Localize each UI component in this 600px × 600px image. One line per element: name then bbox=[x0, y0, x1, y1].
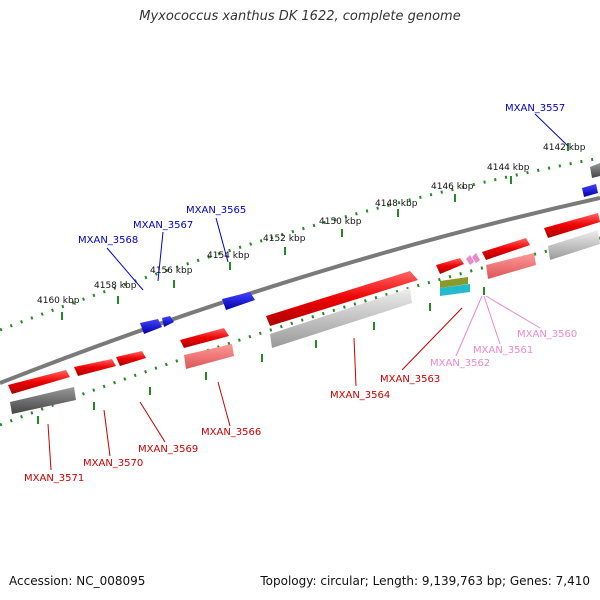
gene-mxan-3561[interactable] bbox=[472, 253, 480, 263]
gene-mxan-3571[interactable] bbox=[8, 370, 70, 394]
feature-bar-grey bbox=[270, 288, 412, 348]
gene-label: MXAN_3568 bbox=[78, 235, 138, 246]
gene-label: MXAN_3571 bbox=[24, 473, 84, 484]
feature-bar-olive bbox=[440, 277, 468, 288]
gene-mxan-3568[interactable] bbox=[140, 319, 162, 334]
gene-label: MXAN_3560 bbox=[517, 329, 577, 340]
gene-mxan-3567[interactable] bbox=[162, 316, 174, 327]
genome-backbone bbox=[0, 196, 600, 385]
gene-label: MXAN_3569 bbox=[138, 444, 198, 455]
gene-label: MXAN_3561 bbox=[473, 345, 533, 356]
gene-label: MXAN_3570 bbox=[83, 458, 143, 469]
gene-mxan-3569[interactable] bbox=[116, 351, 146, 366]
gene-label: MXAN_3562 bbox=[430, 358, 490, 369]
forward-strand-genes bbox=[8, 213, 600, 394]
reverse-strand-genes bbox=[140, 163, 600, 334]
figure-title: Myxococcus xanthus DK 1622, complete gen… bbox=[139, 9, 461, 24]
scale-label: 4144 kbp bbox=[487, 163, 530, 173]
scale-label: 4150 kbp bbox=[319, 217, 362, 227]
gene-dark-top[interactable] bbox=[590, 163, 600, 178]
feature-bars bbox=[10, 230, 600, 414]
gene-label: MXAN_3563 bbox=[380, 374, 440, 385]
scale-label: 4142 kbp bbox=[543, 143, 586, 153]
scale-label: 4148 kbp bbox=[375, 199, 418, 209]
gene-label: MXAN_3564 bbox=[330, 390, 390, 401]
gene-mxan-3557[interactable] bbox=[582, 184, 598, 197]
gene-mxan-3563[interactable] bbox=[436, 258, 464, 274]
scale-label: 4158 kbp bbox=[94, 281, 137, 291]
gene-mxan-3562[interactable] bbox=[466, 255, 474, 265]
gene-label: MXAN_3565 bbox=[186, 205, 246, 216]
scale-label: 4152 kbp bbox=[263, 234, 306, 244]
feature-bar-teal bbox=[440, 284, 470, 296]
genome-summary-label: Topology: circular; Length: 9,139,763 bp… bbox=[260, 574, 590, 588]
outer-major-ticks bbox=[61, 143, 569, 320]
feature-bar-pink-right bbox=[486, 253, 536, 279]
gene-mxan-3565[interactable] bbox=[222, 292, 255, 310]
feature-bar-pink bbox=[184, 344, 234, 369]
gene-fwd-b[interactable] bbox=[544, 213, 600, 238]
gene-label: MXAN_3566 bbox=[201, 427, 261, 438]
gene-mxan-3570[interactable] bbox=[74, 359, 116, 376]
gene-label: MXAN_3567 bbox=[133, 220, 193, 231]
label-leader-lines bbox=[47, 113, 569, 471]
gene-fwd-a[interactable] bbox=[482, 238, 530, 260]
scale-label: 4146 kbp bbox=[431, 182, 474, 192]
feature-bar-grey-right bbox=[548, 230, 600, 260]
gene-mxan-3564[interactable] bbox=[266, 271, 418, 326]
scale-label: 4156 kbp bbox=[150, 266, 193, 276]
scale-label: 4160 kbp bbox=[37, 296, 80, 306]
scale-label: 4154 kbp bbox=[207, 251, 250, 261]
gene-label: MXAN_3557 bbox=[505, 103, 565, 114]
feature-bar-dark bbox=[10, 387, 76, 414]
accession-label: Accession: NC_008095 bbox=[9, 574, 146, 588]
gene-mxan-3566[interactable] bbox=[180, 328, 229, 348]
